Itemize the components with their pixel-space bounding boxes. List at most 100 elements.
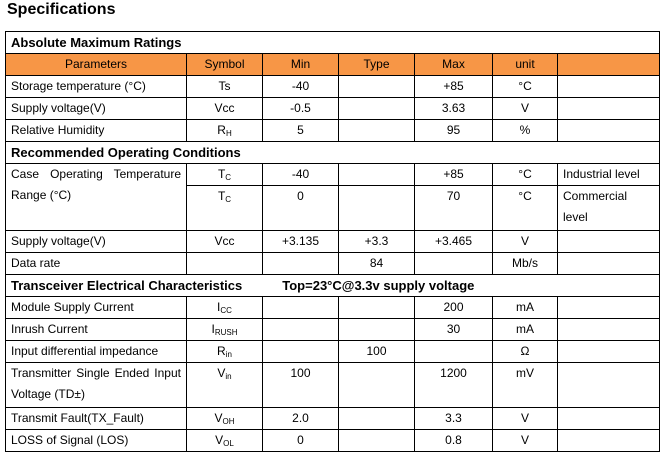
max-cell: +85 [414,75,493,98]
column-header [556,53,661,76]
unit-cell: mV [492,362,558,408]
symbol-cell: Rin [186,340,263,363]
parameter-cell: Case Operating Temperature Range (°C) [5,163,187,231]
max-cell: 0.8 [414,429,493,452]
note-cell [556,340,661,363]
symbol-subscript: C [225,173,232,182]
typ-cell: 84 [338,252,415,275]
symbol-subscript: in [225,350,232,359]
unit-cell: mA [492,318,558,341]
parameter-cell: Supply voltage(V) [5,97,187,120]
unit-cell: V [492,429,558,452]
symbol-subscript: C [225,195,232,204]
parameter-cell: Input differential impedance [5,340,187,363]
symbol-cell: ICC [186,296,263,319]
unit-cell: Ω [492,340,558,363]
min-cell [262,318,339,341]
section-title: Recommended Operating Conditions [4,141,661,164]
min-cell: 0 [262,185,339,231]
symbol-cell: Vin [186,362,263,408]
symbol-subscript: in [225,372,232,381]
max-cell: 3.3 [414,407,493,430]
section-title: Absolute Maximum Ratings [4,31,661,54]
note-cell [556,97,661,120]
parameter-cell: LOSS of Signal (LOS) [5,429,187,452]
column-header: Parameters [5,53,187,76]
note-cell [556,318,661,341]
unit-cell: °C [492,185,558,231]
min-cell: 5 [262,119,339,142]
symbol-cell: IRUSH [186,318,263,341]
max-cell: 1200 [414,362,493,408]
unit-cell: V [492,230,558,253]
table-row: Supply voltage(V) Vcc -0.5 3.63 V [5,97,661,120]
parameter-cell: Storage temperature (°C) [5,75,187,98]
typ-cell [338,429,415,452]
note-cell [556,252,661,275]
symbol-cell: TC [186,185,263,231]
table-row: Storage temperature (°C) Ts -40 +85 °C [5,75,661,98]
symbol-subscript: OL [223,439,234,448]
min-cell: -40 [262,75,339,98]
min-cell: 2.0 [262,407,339,430]
typ-cell [338,318,415,341]
table-row: TC 0 70 °C Commercial level [6,185,661,231]
typ-cell [338,163,415,186]
column-header: Symbol [186,53,263,76]
parameter-cell: Supply voltage(V) [5,230,187,253]
page-title: Specifications [7,1,116,18]
typ-cell [338,97,415,120]
symbol-subscript: CC [220,306,232,315]
typ-cell [338,185,415,231]
note-cell: Industrial level [556,163,661,186]
parameter-cell: Transmit Fault(TX_Fault) [5,407,187,430]
max-cell: +3.465 [414,230,493,253]
symbol-subscript: RUSH [214,328,238,337]
typ-cell [338,75,415,98]
header-row: Parameters Symbol Min Type Max unit [5,53,661,76]
symbol-cell: VOH [186,407,263,430]
table-row: Supply voltage(V) Vcc +3.135 +3.3 +3.465 V [5,230,661,253]
section-row: Absolute Maximum Ratings [4,31,661,54]
min-cell [262,252,339,275]
symbol-cell: Vcc [186,230,263,253]
symbol-cell: VOL [186,429,263,452]
parameter-cell: Module Supply Current [5,296,187,319]
symbol-cell: Ts [186,75,263,98]
table-row: Input differential impedance Rin 100 Ω [5,340,661,363]
max-cell: 3.63 [414,97,493,120]
section-row: Transceiver Electrical Characteristics To… [4,274,661,297]
note-cell [556,75,661,98]
unit-cell: °C [492,163,558,186]
note-cell [556,362,661,408]
table-row: Case Operating Temperature Range (°C) TC -… [5,163,661,231]
max-cell: 30 [414,318,493,341]
table-row: LOSS of Signal (LOS) VOL 0 0.8 V [5,429,661,452]
note-cell [556,429,661,452]
table-row: Inrush Current IRUSH 30 mA [5,318,661,341]
min-cell: 100 [262,362,339,408]
parameter-cell: Relative Humidity [5,119,187,142]
note-cell [556,230,661,253]
min-cell: 0 [262,429,339,452]
parameter-cell: Inrush Current [5,318,187,341]
symbol-subscript: OH [222,417,235,426]
symbol-cell: Vcc [186,97,263,120]
note-cell [556,296,661,319]
section-subtitle: Top=23°C@3.3v supply voltage [282,278,475,293]
section-title: Transceiver Electrical Characteristics To… [4,274,661,297]
note-cell [556,407,661,430]
typ-cell: 100 [338,340,415,363]
symbol-subscript: H [225,129,232,138]
min-cell [262,296,339,319]
table-row: Transmit Fault(TX_Fault) VOH 2.0 3.3 V [5,407,661,430]
unit-cell: mA [492,296,558,319]
unit-cell: % [492,119,558,142]
table-row: Relative Humidity RH 5 95% [5,119,661,142]
max-cell: 200 [414,296,493,319]
column-header: Min [262,53,339,76]
max-cell: +85 [414,163,493,186]
column-header: unit [492,53,558,76]
parameter-cell: Data rate [5,252,187,275]
max-cell [414,252,493,275]
